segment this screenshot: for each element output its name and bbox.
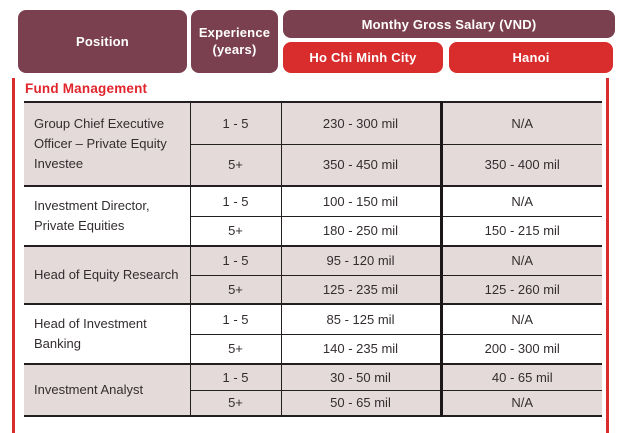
experience-cell: 5+ (190, 143, 282, 186)
salary-group-header: Monthy Gross Salary (VND) (283, 10, 615, 38)
hcmc-salary-cell: 125 - 235 mil (281, 274, 443, 304)
experience-header-line1: Experience (198, 24, 271, 40)
hcmc-salary-cell: 100 - 150 mil (281, 185, 443, 216)
hcmc-salary-cell: 85 - 125 mil (281, 303, 443, 334)
hanoi-salary-cell: 200 - 300 mil (441, 333, 602, 364)
experience-cell: 5+ (190, 333, 282, 364)
table-row: Head of Equity Research 1 - 5 95 - 120 mil… (24, 245, 602, 304)
hcmc-salary-cell: 30 - 50 mil (281, 363, 443, 390)
hcmc-salary-cell: 140 - 235 mil (281, 333, 443, 364)
position-cell: Head of Investment Banking (24, 303, 191, 364)
hcmc-column-header: Ho Chi Minh City (283, 42, 443, 73)
experience-cell: 1 - 5 (190, 303, 282, 334)
table-row: Head of Investment Banking 1 - 5 85 - 125 … (24, 303, 602, 364)
position-cell: Investment Analyst (24, 363, 191, 416)
experience-column-header: Experience (years) (191, 10, 278, 73)
hanoi-salary-cell: N/A (441, 245, 602, 275)
hcmc-salary-cell: 180 - 250 mil (281, 215, 443, 246)
position-column-header: Position (18, 10, 187, 73)
hanoi-salary-cell: 350 - 400 mil (441, 143, 602, 186)
experience-cell: 5+ (190, 274, 282, 304)
hanoi-column-header: Hanoi (449, 42, 613, 73)
position-cell: Group Chief Executive Officer – Private … (24, 101, 191, 186)
hanoi-salary-cell: N/A (441, 303, 602, 334)
hanoi-salary-cell: N/A (441, 389, 602, 416)
table-row: Investment Analyst 1 - 5 30 - 50 mil 40 - 6… (24, 363, 602, 416)
experience-cell: 1 - 5 (190, 245, 282, 275)
section-title: Fund Management (25, 81, 148, 96)
table-row: Group Chief Executive Officer – Private … (24, 101, 602, 186)
table-row: 5+ 50 - 65 mil N/A (24, 389, 602, 416)
hcmc-salary-cell: 230 - 300 mil (281, 101, 443, 144)
experience-cell: 1 - 5 (190, 363, 282, 390)
hanoi-salary-cell: N/A (441, 101, 602, 144)
experience-cell: 5+ (190, 215, 282, 246)
experience-cell: 1 - 5 (190, 101, 282, 144)
table-row: 5+ 350 - 450 mil 350 - 400 mil (24, 143, 602, 186)
position-cell: Head of Equity Research (24, 245, 191, 304)
hanoi-salary-cell: 125 - 260 mil (441, 274, 602, 304)
hcmc-salary-cell: 50 - 65 mil (281, 389, 443, 416)
table-row: 5+ 180 - 250 mil 150 - 215 mil (24, 215, 602, 246)
experience-cell: 1 - 5 (190, 185, 282, 216)
salary-table: Group Chief Executive Officer – Private … (24, 101, 602, 417)
hanoi-salary-cell: 40 - 65 mil (441, 363, 602, 390)
table-row: 5+ 140 - 235 mil 200 - 300 mil (24, 333, 602, 364)
hcmc-salary-cell: 350 - 450 mil (281, 143, 443, 186)
hanoi-salary-cell: N/A (441, 185, 602, 216)
position-cell: Investment Director, Private Equities (24, 185, 191, 246)
table-row: 5+ 125 - 235 mil 125 - 260 mil (24, 274, 602, 304)
table-row: Investment Director, Private Equities 1 -… (24, 185, 602, 246)
experience-header-line2: (years) (212, 41, 257, 57)
experience-cell: 5+ (190, 389, 282, 416)
fund-management-section: Fund Management Group Chief Executive Of… (12, 78, 609, 433)
hcmc-salary-cell: 95 - 120 mil (281, 245, 443, 275)
hanoi-salary-cell: 150 - 215 mil (441, 215, 602, 246)
